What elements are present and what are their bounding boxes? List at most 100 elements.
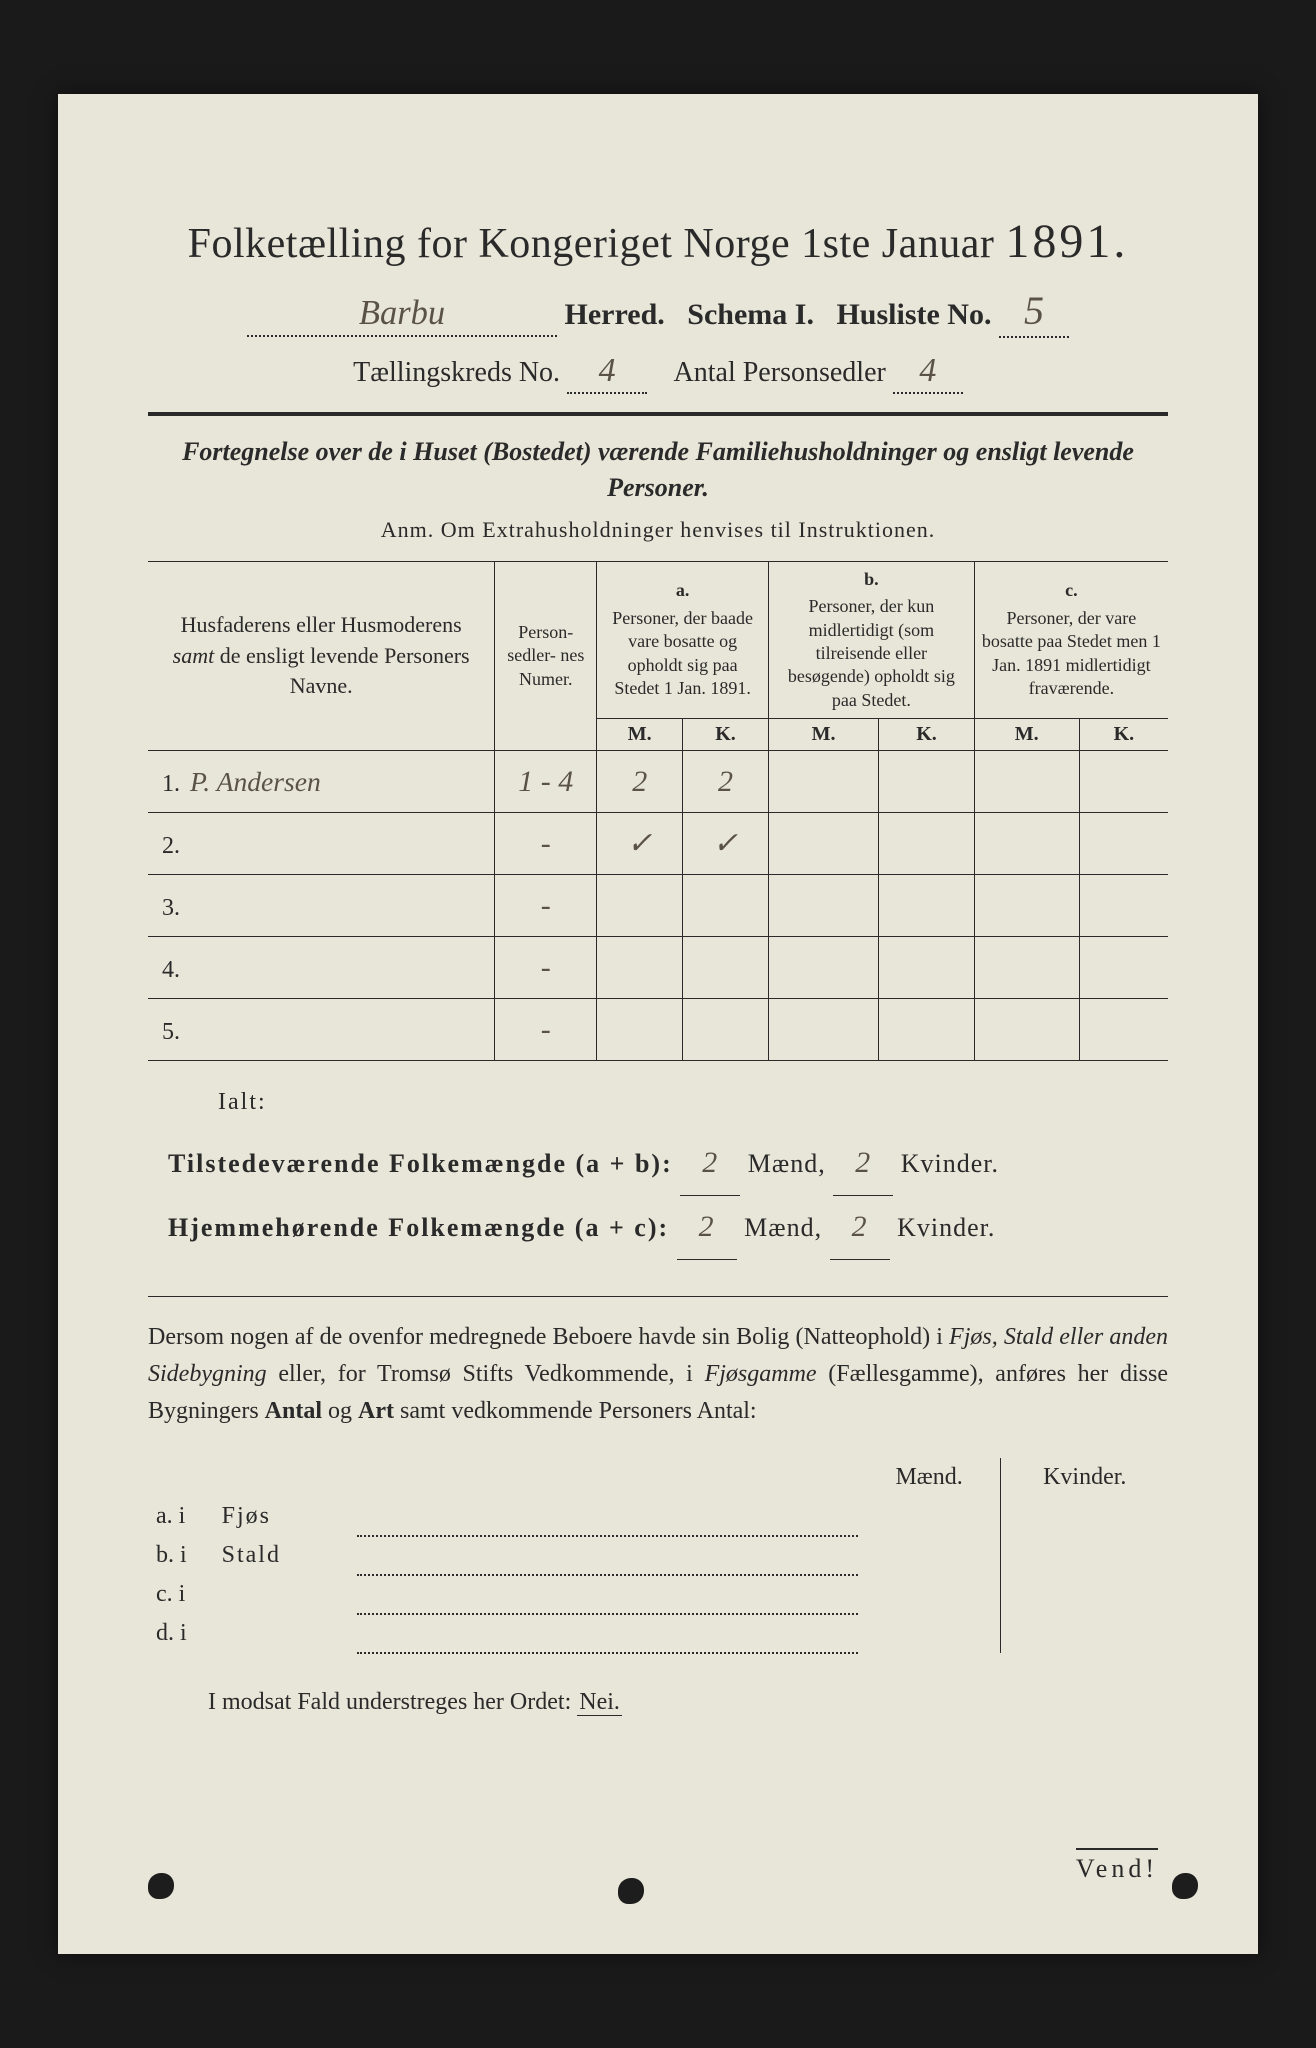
lower-dots xyxy=(357,1614,858,1653)
row-b-m xyxy=(768,937,878,999)
herred-field: Barbu xyxy=(247,294,557,337)
nei-word: Nei. xyxy=(577,1689,622,1716)
lower-row: b. iStald xyxy=(148,1536,1168,1575)
lower-label: a. i xyxy=(148,1497,214,1536)
lower-k-cell xyxy=(1001,1536,1168,1575)
row-a-k xyxy=(683,999,769,1061)
row-c-m xyxy=(974,999,1079,1061)
lower-row: d. i xyxy=(148,1614,1168,1653)
lower-k-cell xyxy=(1001,1614,1168,1653)
row-c-m xyxy=(974,875,1079,937)
row-c-k xyxy=(1079,751,1168,813)
hole-punch-mid xyxy=(618,1878,644,1904)
lower-k-cell xyxy=(1001,1575,1168,1614)
table-row: 3.- xyxy=(148,875,1168,937)
row-c-k xyxy=(1079,813,1168,875)
t1-m: 2 xyxy=(680,1132,740,1196)
totals-block: Tilstedeværende Folkemængde (a + b): 2 M… xyxy=(168,1132,1168,1260)
row-b-k xyxy=(879,751,975,813)
lower-table: Mænd. Kvinder. a. iFjøsb. iStaldc. id. i xyxy=(148,1458,1168,1654)
row-a-k: 2 xyxy=(683,751,769,813)
husliste-value: 5 xyxy=(999,287,1069,338)
c-m: M. xyxy=(974,719,1079,751)
row-b-k xyxy=(879,999,975,1061)
row-a-m: ✓ xyxy=(597,813,683,875)
header-line-2: Barbu Herred. Schema I. Husliste No. 5 xyxy=(148,287,1168,338)
row-a-m: 2 xyxy=(597,751,683,813)
lower-m-cell xyxy=(858,1497,1001,1536)
antal-value: 4 xyxy=(893,352,963,394)
table-row: 1.P. Andersen1 - 422 xyxy=(148,751,1168,813)
t2-m: 2 xyxy=(677,1196,737,1260)
title-text: Folketælling for Kongeriget Norge 1ste J… xyxy=(188,221,995,267)
row-b-m xyxy=(768,813,878,875)
row-a-k xyxy=(683,937,769,999)
hole-punch-right xyxy=(1172,1873,1198,1899)
a-k: K. xyxy=(683,719,769,751)
lower-m-cell xyxy=(858,1536,1001,1575)
row-name-cell: 3. xyxy=(148,875,495,937)
antal-label: Antal Personsedler xyxy=(674,357,886,388)
row-a-m xyxy=(597,999,683,1061)
t2-k: 2 xyxy=(830,1196,890,1260)
row-name-cell: 1.P. Andersen xyxy=(148,751,495,813)
census-form-page: Folketælling for Kongeriget Norge 1ste J… xyxy=(58,94,1258,1954)
rule-2 xyxy=(148,1296,1168,1297)
totals-line-1: Tilstedeværende Folkemængde (a + b): 2 M… xyxy=(168,1132,1168,1196)
row-b-k xyxy=(879,813,975,875)
hole-punch-left xyxy=(148,1873,174,1899)
row-a-k xyxy=(683,875,769,937)
main-table: Husfaderens eller Husmoderens samt de en… xyxy=(148,561,1168,1061)
row-b-m xyxy=(768,875,878,937)
lower-m-head: Mænd. xyxy=(858,1458,1001,1497)
lower-kind: Fjøs xyxy=(214,1497,357,1536)
lower-k-cell xyxy=(1001,1497,1168,1536)
row-b-k xyxy=(879,875,975,937)
row-c-k xyxy=(1079,999,1168,1061)
main-title: Folketælling for Kongeriget Norge 1ste J… xyxy=(148,214,1168,269)
a-m: M. xyxy=(597,719,683,751)
row-c-m xyxy=(974,813,1079,875)
row-name-cell: 2. xyxy=(148,813,495,875)
anm-note: Anm. Om Extrahusholdninger henvises til … xyxy=(148,517,1168,543)
kreds-label: Tællingskreds No. xyxy=(353,357,560,388)
row-b-m xyxy=(768,999,878,1061)
row-a-m xyxy=(597,875,683,937)
lower-label: c. i xyxy=(148,1575,214,1614)
col-numer-head: Person- sedler- nes Numer. xyxy=(495,561,597,750)
col-c-head: c. Personer, der vare bosatte paa Stedet… xyxy=(974,561,1168,718)
vend-label: Vend! xyxy=(1076,1848,1158,1884)
row-b-k xyxy=(879,937,975,999)
c-k: K. xyxy=(1079,719,1168,751)
lower-row: a. iFjøs xyxy=(148,1497,1168,1536)
row-a-m xyxy=(597,937,683,999)
col-names-head: Husfaderens eller Husmoderens samt de en… xyxy=(148,561,495,750)
row-a-k: ✓ xyxy=(683,813,769,875)
b-m: M. xyxy=(768,719,878,751)
t1-k: 2 xyxy=(833,1132,893,1196)
lower-row: c. i xyxy=(148,1575,1168,1614)
ialt-label: Ialt: xyxy=(218,1089,1168,1116)
lower-kind xyxy=(214,1575,357,1614)
rule-1 xyxy=(148,412,1168,416)
husliste-label: Husliste No. xyxy=(836,298,991,331)
lower-m-cell xyxy=(858,1614,1001,1653)
header-line-3: Tællingskreds No. 4 Antal Personsedler 4 xyxy=(148,352,1168,394)
row-b-m xyxy=(768,751,878,813)
lower-m-cell xyxy=(858,1575,1001,1614)
nei-line: I modsat Fald understreges her Ordet: Ne… xyxy=(208,1689,1168,1716)
row-c-k xyxy=(1079,937,1168,999)
kreds-value: 4 xyxy=(567,352,647,394)
row-numer: 1 - 4 xyxy=(495,751,597,813)
lower-kind: Stald xyxy=(214,1536,357,1575)
dersom-paragraph: Dersom nogen af de ovenfor medregnede Be… xyxy=(148,1319,1168,1431)
subtitle: Fortegnelse over de i Huset (Bostedet) v… xyxy=(148,434,1168,507)
row-c-m xyxy=(974,937,1079,999)
lower-dots xyxy=(357,1536,858,1575)
table-row: 5.- xyxy=(148,999,1168,1061)
lower-k-head: Kvinder. xyxy=(1001,1458,1168,1497)
lower-label: b. i xyxy=(148,1536,214,1575)
b-k: K. xyxy=(879,719,975,751)
schema-label: Schema I. xyxy=(687,298,814,331)
title-year: 1891. xyxy=(1005,215,1128,268)
